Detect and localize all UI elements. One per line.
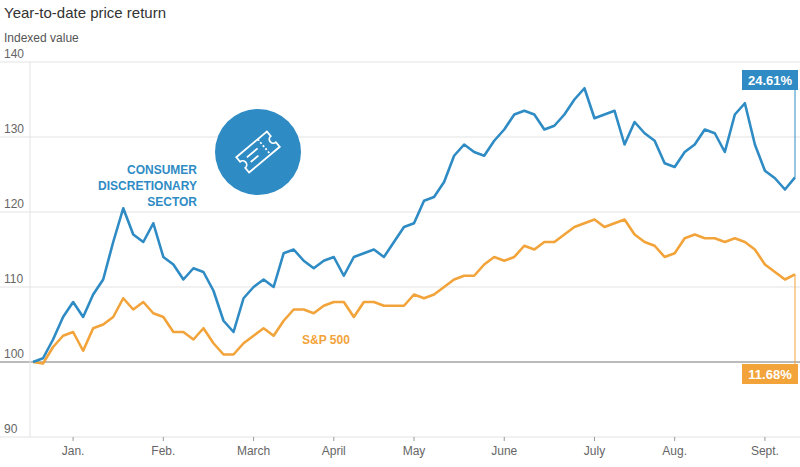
series-label: S&P 500: [302, 333, 350, 347]
subtitle: Indexed value: [4, 31, 79, 45]
grid-line: [0, 212, 800, 213]
y-tick-label: 140: [4, 47, 24, 61]
grid-line: [0, 137, 800, 138]
x-tick-label: Aug.: [662, 444, 687, 458]
series-line: [33, 220, 795, 364]
x-tick-label: Jan.: [62, 444, 85, 458]
y-axis-line: [30, 62, 31, 437]
x-tick: [163, 437, 164, 441]
plot-area: [33, 88, 795, 363]
x-tick: [333, 437, 334, 441]
x-tick: [253, 437, 254, 441]
series-label-line: DISCRETIONARY: [98, 179, 197, 193]
annotation-box: [742, 70, 798, 90]
chart: Year-to-date price return Indexed value 90…: [0, 0, 800, 467]
x-tick: [764, 437, 765, 441]
y-tick-label: 120: [4, 197, 24, 211]
x-tick: [674, 437, 675, 441]
x-tick: [594, 437, 595, 441]
annotation-leader: [795, 90, 796, 177]
grid-line: [0, 437, 800, 438]
grid-line: [0, 62, 800, 63]
title: Year-to-date price return: [4, 4, 166, 21]
x-tick: [414, 437, 415, 441]
series-label-line: CONSUMER: [127, 163, 197, 177]
annotation: 24.61%: [748, 73, 793, 88]
series-label: CONSUMER DISCRETIONARY SECTOR: [98, 163, 197, 209]
x-tick-label: Feb.: [151, 444, 175, 458]
sector-icon: [215, 109, 301, 195]
x-tick-label: May: [403, 444, 426, 458]
x-tick: [504, 437, 505, 441]
y-tick-label: 110: [4, 272, 23, 286]
y-tick-label: 100: [4, 347, 24, 361]
annotation: 11.68%: [748, 367, 792, 382]
grid-line: [0, 287, 800, 288]
annotation-box: [742, 364, 798, 384]
y-tick-label: 130: [4, 122, 24, 136]
x-tick-label: July: [584, 444, 605, 458]
y-tick-label: 90: [4, 422, 18, 436]
x-tick-label: April: [322, 444, 346, 458]
x-tick: [73, 437, 74, 441]
x-tick-label: Sept.: [751, 444, 779, 458]
annotation-leader: [795, 274, 796, 364]
series-line: [33, 88, 795, 362]
series-label-line: SECTOR: [147, 195, 197, 209]
x-tick-label: June: [491, 444, 517, 458]
grid-line: [0, 362, 800, 363]
x-tick-label: March: [237, 444, 270, 458]
